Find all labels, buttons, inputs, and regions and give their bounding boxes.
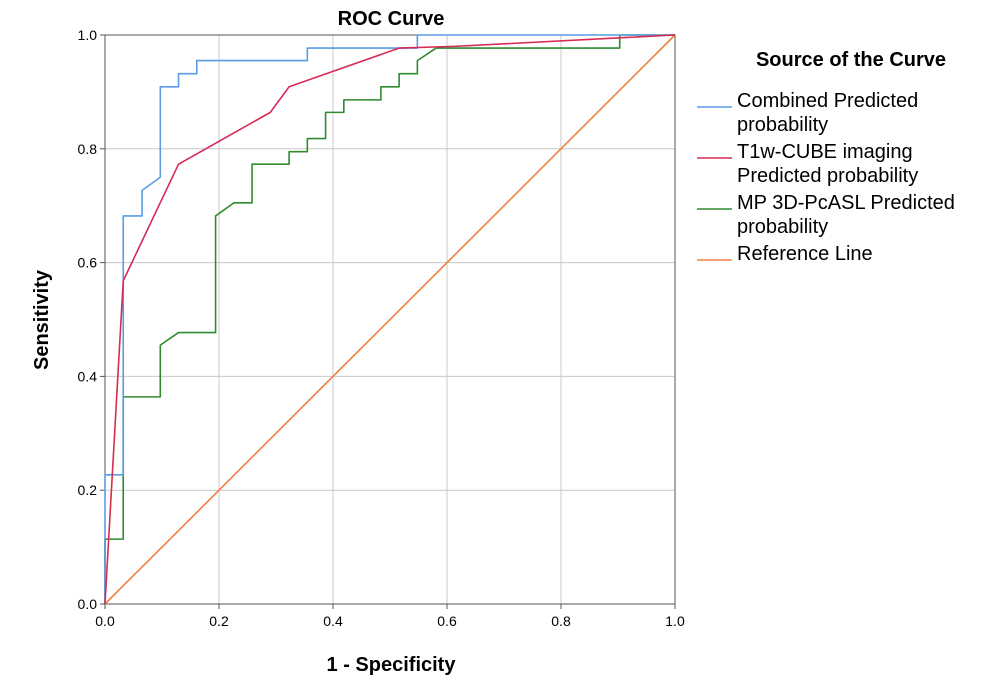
legend-label: MP 3D-PcASL Predicted bbox=[737, 192, 955, 214]
x-tick-label: 1.0 bbox=[665, 613, 685, 629]
legend-label: Combined Predicted bbox=[737, 90, 918, 112]
y-tick-label: 0.4 bbox=[78, 368, 98, 384]
y-tick-label: 1.0 bbox=[78, 27, 98, 43]
legend-label: probability bbox=[737, 216, 828, 238]
series-line-combined-predicted-probability bbox=[104, 34, 675, 604]
legend-label: probability bbox=[737, 114, 828, 136]
x-axis-label: 1 - Specificity bbox=[327, 654, 457, 676]
legend-label: Reference Line bbox=[737, 243, 873, 265]
y-tick-label: 0.6 bbox=[78, 255, 98, 271]
series-line-mp-3d-pcasl-predicted-probability bbox=[104, 34, 675, 604]
y-tick-label: 0.8 bbox=[78, 141, 98, 157]
x-tick-label: 0.4 bbox=[323, 613, 343, 629]
chart-title: ROC Curve bbox=[338, 8, 445, 30]
y-tick-label: 0.0 bbox=[78, 596, 98, 612]
x-tick-label: 0.8 bbox=[551, 613, 571, 629]
series-line-reference-line bbox=[104, 34, 676, 605]
x-tick-label: 0.2 bbox=[209, 613, 229, 629]
series-group bbox=[104, 34, 676, 605]
axis-ticks: 0.0 0.2 0.4 0.6 0.8 1.0 0.0 0.2 0.4 0.6 0.8 1.0 bbox=[78, 27, 685, 629]
series-line-t1w-cube-imaging-predicted-probability bbox=[104, 34, 676, 605]
y-axis-label: Sensitivity bbox=[31, 269, 53, 370]
legend-title: Source of the Curve bbox=[756, 49, 946, 71]
x-tick-label: 0.0 bbox=[95, 613, 115, 629]
y-tick-label: 0.2 bbox=[78, 482, 98, 498]
x-tick-label: 0.6 bbox=[437, 613, 457, 629]
plot-frame bbox=[104, 34, 676, 605]
legend-label: T1w-CUBE imaging bbox=[737, 141, 913, 163]
legend: Source of the Curve Combined Predictedpr… bbox=[697, 49, 955, 265]
legend-label: Predicted probability bbox=[737, 165, 918, 187]
